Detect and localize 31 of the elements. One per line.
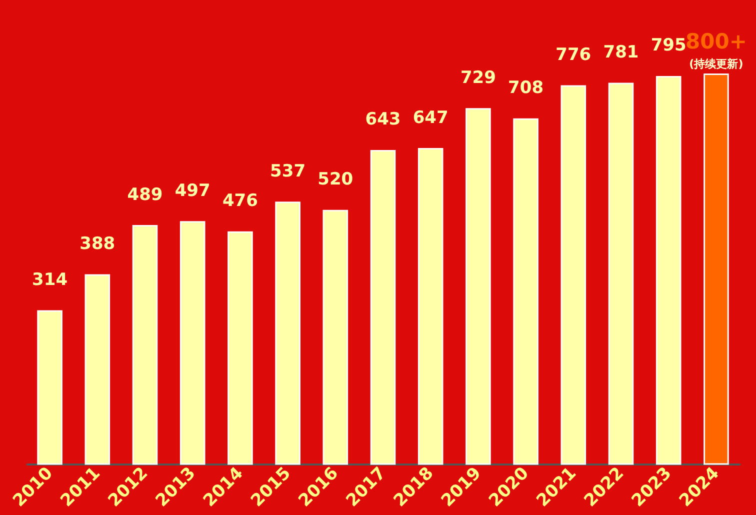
bar: [228, 231, 253, 465]
data-label: 497: [174, 180, 210, 201]
bar: [656, 76, 682, 465]
bar: [466, 108, 491, 465]
bar: [513, 118, 538, 465]
bar: [275, 202, 300, 465]
bar: [418, 148, 444, 465]
data-label: 643: [365, 110, 401, 130]
data-label: 729: [460, 68, 496, 88]
data-label: 489: [127, 184, 163, 205]
data-label: 781: [603, 42, 639, 63]
bar: [608, 82, 634, 465]
data-label: 314: [32, 270, 68, 290]
data-label: 800+: [685, 29, 747, 54]
bar: [132, 225, 158, 465]
bar: [180, 221, 206, 465]
data-label: 476: [222, 191, 258, 212]
bar: [37, 310, 62, 465]
data-label: 776: [556, 44, 592, 65]
bar: [84, 274, 110, 465]
data-label: 795: [650, 36, 686, 56]
data-label: 520: [318, 170, 354, 190]
data-label: 647: [412, 108, 448, 128]
bar: [704, 74, 729, 465]
annotation: (持续更新): [689, 57, 744, 70]
bar: [370, 150, 396, 465]
data-label: 388: [80, 234, 116, 254]
bar: [322, 210, 348, 465]
data-label: 537: [270, 161, 306, 182]
data-label: 708: [508, 78, 544, 98]
bar: [560, 85, 586, 465]
